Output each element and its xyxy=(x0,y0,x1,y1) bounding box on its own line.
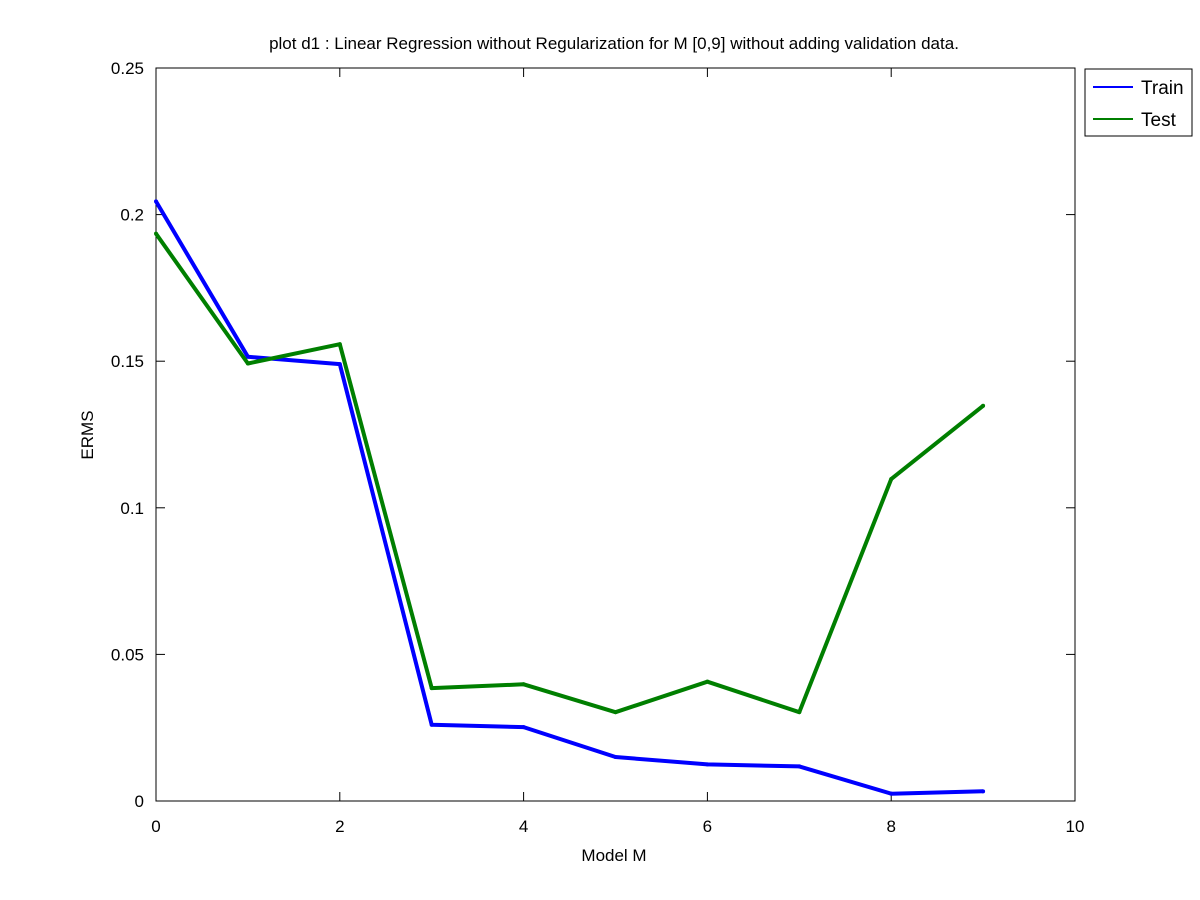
x-axis-label: Model M xyxy=(581,846,646,865)
legend: Train Test xyxy=(1084,68,1193,137)
x-tick-label: 0 xyxy=(151,817,160,836)
data-point-train xyxy=(889,791,894,796)
axis-ticks: 0 2 4 6 8 10 0 0.05 0.1 0.15 0.2 0.25 xyxy=(111,59,1085,836)
x-tick-label: 4 xyxy=(519,817,528,836)
data-point-test xyxy=(797,710,802,715)
data-point-train xyxy=(154,199,158,204)
data-point-train xyxy=(521,725,526,730)
data-point-train xyxy=(613,755,618,760)
chart-title: plot d1 : Linear Regression without Regu… xyxy=(269,34,959,53)
data-point-train xyxy=(981,789,986,794)
data-point-train xyxy=(797,764,802,769)
data-point-test xyxy=(245,361,250,366)
y-tick-label: 0.25 xyxy=(111,59,144,78)
y-tick-label: 0.05 xyxy=(111,645,144,664)
data-point-train xyxy=(705,762,710,767)
data-point-train xyxy=(429,722,434,727)
series-line-test xyxy=(154,232,985,715)
data-point-test xyxy=(337,342,342,347)
plot-area xyxy=(155,67,1076,802)
data-point-test xyxy=(705,679,710,684)
data-point-train xyxy=(337,362,342,367)
data-point-train xyxy=(245,354,250,359)
legend-label-test: Test xyxy=(1141,110,1177,131)
y-tick-label: 0 xyxy=(135,792,144,811)
series-line-train xyxy=(154,200,984,796)
x-tick-label: 8 xyxy=(886,817,895,836)
x-tick-label: 2 xyxy=(335,817,344,836)
data-point-test xyxy=(613,710,618,715)
legend-label-train: Train xyxy=(1141,78,1184,99)
data-point-test xyxy=(889,477,894,482)
data-point-test xyxy=(521,682,526,687)
plot-frame xyxy=(155,67,1076,802)
y-tick-label: 0.2 xyxy=(120,206,144,225)
y-tick-label: 0.15 xyxy=(111,352,144,371)
data-point-test xyxy=(981,403,986,408)
legend-box xyxy=(1084,68,1193,137)
data-point-test xyxy=(154,231,158,236)
series-lines xyxy=(154,199,986,796)
y-axis-label: ERMS xyxy=(78,410,97,459)
x-tick-label: 10 xyxy=(1066,817,1085,836)
y-tick-label: 0.1 xyxy=(120,499,144,518)
x-tick-label: 6 xyxy=(703,817,712,836)
data-point-test xyxy=(429,686,434,691)
